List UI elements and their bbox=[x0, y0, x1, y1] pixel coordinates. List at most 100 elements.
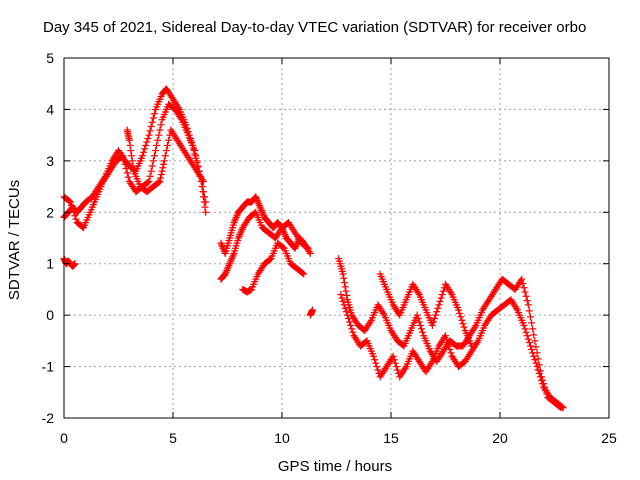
data-point-track-k bbox=[468, 342, 476, 350]
data-point-track-f bbox=[226, 260, 234, 268]
data-point-track-a bbox=[147, 123, 155, 131]
data-point-track-f bbox=[225, 261, 233, 269]
data-point-track-b bbox=[192, 152, 200, 160]
data-point-track-a bbox=[146, 127, 154, 135]
data-point-track-j bbox=[473, 339, 481, 347]
data-point-track-b bbox=[65, 197, 73, 205]
data-point-track-e bbox=[233, 212, 241, 220]
data-point-track-c bbox=[164, 141, 172, 149]
data-point-track-b bbox=[152, 147, 160, 155]
data-point-track-j bbox=[534, 366, 542, 374]
data-point-track-j bbox=[523, 332, 531, 340]
data-point-track-c bbox=[157, 174, 165, 182]
data-point-track-e bbox=[232, 213, 240, 221]
data-point-track-i bbox=[519, 279, 527, 287]
data-point-track-i bbox=[379, 309, 387, 317]
data-point-track-i bbox=[340, 279, 348, 287]
data-point-track-b bbox=[67, 198, 75, 206]
data-point-track-b bbox=[70, 208, 78, 216]
data-point-track-c bbox=[162, 147, 170, 155]
data-point-track-i bbox=[531, 337, 539, 345]
data-point-track-j bbox=[525, 339, 533, 347]
data-point-track-j bbox=[390, 356, 398, 364]
data-point-track-c bbox=[157, 171, 165, 179]
data-point-track-b bbox=[153, 141, 161, 149]
data-point-track-b bbox=[198, 183, 206, 191]
data-point-track-k bbox=[457, 313, 465, 321]
data-point-track-j bbox=[338, 294, 346, 302]
data-point-track-k bbox=[455, 306, 463, 314]
data-point-track-b bbox=[146, 172, 154, 180]
data-point-track-j bbox=[391, 359, 399, 367]
data-point-track-k bbox=[432, 311, 440, 319]
x-tick-label: 0 bbox=[60, 430, 68, 446]
data-point-track-f bbox=[224, 263, 232, 271]
data-point-track-c bbox=[125, 136, 133, 144]
data-point-track-j bbox=[372, 359, 380, 367]
data-point-track-j bbox=[512, 304, 520, 312]
data-point-track-j bbox=[340, 301, 348, 309]
data-point-track-f bbox=[222, 268, 230, 276]
data-point-track-j bbox=[337, 291, 345, 299]
data-point-track-j bbox=[346, 318, 354, 326]
y-tick-label: 5 bbox=[46, 50, 54, 66]
data-point-track-a bbox=[150, 110, 158, 118]
data-point-track-b bbox=[157, 121, 165, 129]
data-point-track-c bbox=[160, 157, 168, 165]
data-point-track-b bbox=[199, 188, 207, 196]
data-point-track-j bbox=[370, 352, 378, 360]
data-point-track-a bbox=[148, 118, 156, 126]
data-point-track-f bbox=[221, 270, 229, 278]
data-point-track-j bbox=[531, 356, 539, 364]
data-point-track-i bbox=[534, 355, 542, 363]
data-point-track-i bbox=[343, 291, 351, 299]
x-tick-label: 5 bbox=[169, 430, 177, 446]
data-point-track-j bbox=[521, 325, 529, 333]
data-point-track-j bbox=[389, 352, 397, 360]
data-point-track-j bbox=[539, 380, 547, 388]
data-point-track-g bbox=[300, 270, 308, 278]
data-point-track-i bbox=[520, 284, 528, 292]
data-point-track-j bbox=[528, 345, 536, 353]
data-point-track-b bbox=[72, 215, 80, 223]
data-point-track-f bbox=[237, 229, 245, 237]
data-point-track-c bbox=[161, 152, 169, 160]
data-point-track-b bbox=[150, 152, 158, 160]
data-point-track-k bbox=[460, 323, 468, 331]
data-point-track-g bbox=[299, 269, 307, 277]
data-point-track-k bbox=[431, 315, 439, 323]
y-tick-label: 4 bbox=[46, 101, 54, 117]
data-point-track-i bbox=[525, 307, 533, 315]
data-point-track-k bbox=[435, 301, 443, 309]
data-point-track-e bbox=[218, 241, 226, 249]
y-tick-label: -2 bbox=[42, 410, 55, 426]
data-point-track-j bbox=[537, 376, 545, 384]
data-point-track-c bbox=[128, 157, 136, 165]
data-point-track-j bbox=[427, 359, 435, 367]
data-point-track-i bbox=[416, 321, 424, 329]
data-point-track-j bbox=[349, 328, 357, 336]
data-point-track-j bbox=[558, 403, 566, 411]
data-point-track-j bbox=[522, 328, 530, 336]
y-tick-label: 0 bbox=[46, 307, 54, 323]
data-point-track-c bbox=[128, 152, 136, 160]
data-point-track-j bbox=[529, 349, 537, 357]
data-point-track-k bbox=[433, 308, 441, 316]
data-point-track-i bbox=[527, 313, 535, 321]
data-point-track-b bbox=[202, 208, 210, 216]
data-point-track-b bbox=[68, 201, 76, 209]
data-point-track-b bbox=[201, 203, 209, 211]
data-point-track-j bbox=[520, 321, 528, 329]
data-point-track-i bbox=[532, 343, 540, 351]
data-point-track-k bbox=[430, 318, 438, 326]
data-point-track-f bbox=[303, 243, 311, 251]
data-point-track-f bbox=[235, 232, 243, 240]
data-point-track-d bbox=[71, 260, 79, 268]
data-point-track-k bbox=[447, 289, 455, 297]
data-point-track-j bbox=[373, 363, 381, 371]
data-point-track-j bbox=[343, 311, 351, 319]
data-point-track-e bbox=[217, 239, 225, 247]
data-point-track-c bbox=[129, 162, 137, 170]
data-point-track-f bbox=[234, 234, 242, 242]
